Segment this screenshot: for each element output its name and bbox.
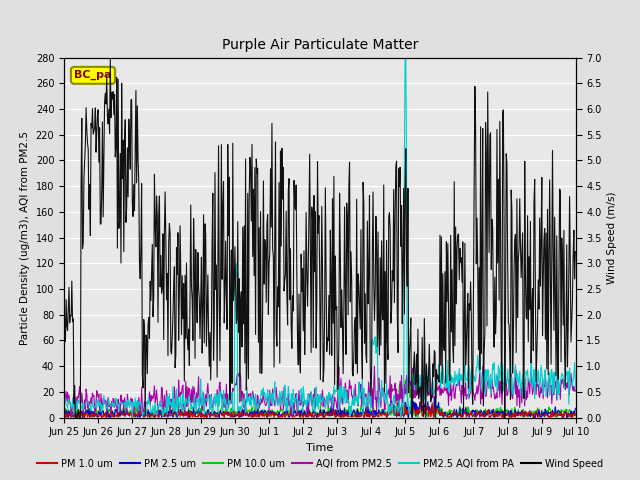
PM 2.5 um bbox=[122, 410, 130, 416]
PM2.5 AQI from PA bbox=[572, 388, 580, 394]
PM 2.5 um bbox=[382, 411, 390, 417]
PM 2.5 um bbox=[69, 411, 77, 417]
AQI from PM2.5 bbox=[69, 395, 77, 400]
PM 10.0 um bbox=[404, 377, 412, 383]
PM 1.0 um bbox=[383, 415, 390, 420]
AQI from PM2.5 bbox=[371, 363, 378, 369]
PM 1.0 um bbox=[572, 410, 580, 416]
AQI from PM2.5 bbox=[60, 396, 68, 402]
Wind Speed bbox=[175, 288, 183, 294]
PM 1.0 um bbox=[60, 413, 68, 419]
Line: PM 2.5 um: PM 2.5 um bbox=[64, 396, 576, 418]
AQI from PM2.5 bbox=[572, 389, 580, 395]
PM 10.0 um bbox=[60, 414, 68, 420]
PM 1.0 um bbox=[81, 415, 88, 420]
PM 2.5 um bbox=[397, 406, 404, 411]
PM2.5 AQI from PA bbox=[60, 405, 68, 411]
PM 10.0 um bbox=[69, 410, 77, 416]
PM2.5 AQI from PA bbox=[174, 396, 182, 402]
PM2.5 AQI from PA bbox=[201, 397, 209, 403]
AQI from PM2.5 bbox=[399, 402, 406, 408]
PM 2.5 um bbox=[174, 408, 182, 413]
PM 10.0 um bbox=[122, 406, 130, 411]
Wind Speed bbox=[399, 321, 406, 326]
PM 10.0 um bbox=[383, 410, 390, 416]
PM2.5 AQI from PA bbox=[69, 402, 77, 408]
Wind Speed bbox=[106, 56, 114, 61]
PM 1.0 um bbox=[397, 413, 405, 419]
AQI from PM2.5 bbox=[123, 412, 131, 418]
PM2.5 AQI from PA bbox=[401, 55, 409, 60]
Y-axis label: Particle Density (ug/m3), AQI from PM2.5: Particle Density (ug/m3), AQI from PM2.5 bbox=[20, 131, 30, 345]
PM 10.0 um bbox=[147, 415, 155, 420]
PM 10.0 um bbox=[175, 410, 182, 416]
Title: Purple Air Particulate Matter: Purple Air Particulate Matter bbox=[222, 38, 418, 52]
Line: Wind Speed: Wind Speed bbox=[64, 59, 576, 418]
PM 1.0 um bbox=[69, 411, 77, 417]
AQI from PM2.5 bbox=[107, 414, 115, 420]
PM 1.0 um bbox=[417, 398, 424, 404]
PM 10.0 um bbox=[397, 380, 405, 385]
Legend: PM 1.0 um, PM 2.5 um, PM 10.0 um, AQI from PM2.5, PM2.5 AQI from PA, Wind Speed: PM 1.0 um, PM 2.5 um, PM 10.0 um, AQI fr… bbox=[33, 455, 607, 473]
Line: PM2.5 AQI from PA: PM2.5 AQI from PA bbox=[64, 58, 576, 417]
Wind Speed bbox=[60, 287, 68, 293]
PM2.5 AQI from PA bbox=[397, 405, 405, 410]
PM 2.5 um bbox=[431, 394, 438, 399]
Y-axis label: Wind Speed (m/s): Wind Speed (m/s) bbox=[607, 192, 618, 284]
Text: BC_pa: BC_pa bbox=[74, 70, 112, 81]
PM 2.5 um bbox=[201, 412, 209, 418]
Wind Speed bbox=[72, 415, 79, 420]
PM2.5 AQI from PA bbox=[382, 401, 390, 407]
AQI from PM2.5 bbox=[175, 377, 182, 383]
PM 1.0 um bbox=[175, 412, 182, 418]
PM 2.5 um bbox=[572, 406, 580, 411]
Line: AQI from PM2.5: AQI from PM2.5 bbox=[64, 366, 576, 417]
PM 10.0 um bbox=[202, 408, 209, 414]
PM 2.5 um bbox=[531, 415, 538, 420]
Wind Speed bbox=[383, 338, 391, 344]
AQI from PM2.5 bbox=[383, 389, 391, 395]
AQI from PM2.5 bbox=[202, 392, 209, 397]
X-axis label: Time: Time bbox=[307, 443, 333, 453]
Line: PM 10.0 um: PM 10.0 um bbox=[64, 380, 576, 418]
PM 1.0 um bbox=[123, 411, 131, 417]
PM 1.0 um bbox=[202, 411, 209, 417]
PM 2.5 um bbox=[60, 410, 68, 416]
Wind Speed bbox=[572, 249, 580, 255]
Wind Speed bbox=[203, 343, 211, 349]
PM2.5 AQI from PA bbox=[397, 414, 404, 420]
Line: PM 1.0 um: PM 1.0 um bbox=[64, 401, 576, 418]
Wind Speed bbox=[124, 145, 131, 151]
Wind Speed bbox=[69, 316, 77, 322]
PM2.5 AQI from PA bbox=[122, 398, 130, 404]
PM 10.0 um bbox=[572, 411, 580, 417]
